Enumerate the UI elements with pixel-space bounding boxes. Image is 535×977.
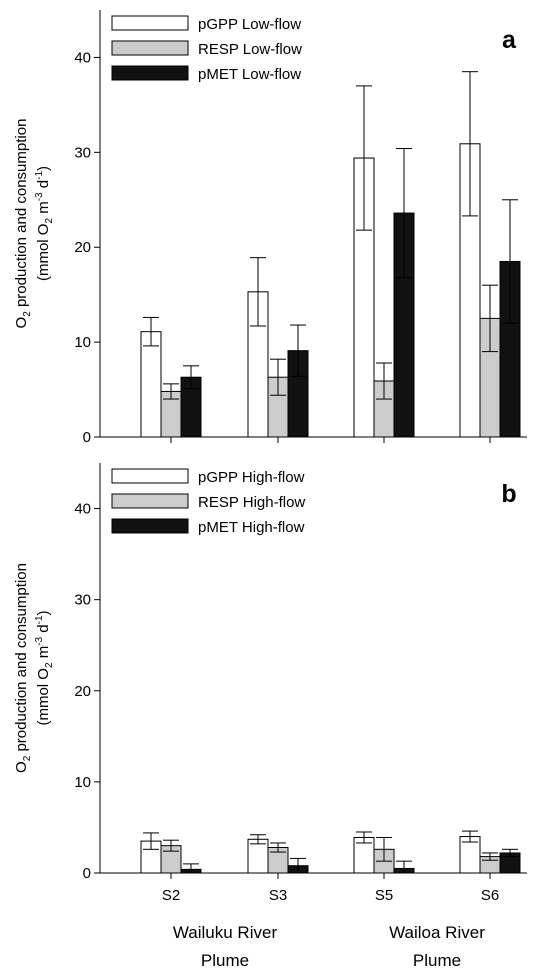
y-tick-label: 40	[74, 49, 91, 66]
legend-swatch	[111, 518, 189, 534]
group-label-line1: Wailuku River	[173, 923, 278, 942]
y-tick-label: 0	[83, 429, 91, 446]
group-label-line2: Plume	[413, 951, 461, 970]
legend-label: pGPP Low-flow	[198, 16, 301, 33]
x-tick-label: S3	[269, 887, 287, 904]
x-tick-label: S5	[375, 887, 393, 904]
bar	[247, 838, 269, 874]
y-axis-unit-label: (mmol O2 m-3 d-1)	[34, 610, 55, 725]
legend-label: pGPP High-flow	[198, 469, 305, 486]
y-tick-label: 0	[83, 865, 91, 882]
legend-label: RESP High-flow	[198, 494, 305, 511]
y-axis-unit-label: (mmol O2 m-3 d-1)	[34, 166, 55, 281]
y-axis-label: O2 production and consumption	[13, 563, 33, 773]
x-tick-label: S2	[162, 887, 180, 904]
x-tick-label: S6	[481, 887, 499, 904]
group-label-line1: Wailoa River	[389, 923, 485, 942]
panel-label: a	[502, 26, 517, 54]
legend-swatch	[111, 15, 189, 31]
panel-label: b	[501, 480, 516, 508]
legend-label: pMET High-flow	[198, 519, 305, 536]
panel-b: 0 10 20 30 40 pGPP High-flow RESP High-flow pME…	[13, 463, 527, 882]
legend-label: RESP Low-flow	[198, 41, 302, 58]
y-tick-label: 40	[74, 501, 91, 518]
legend-swatch	[111, 493, 189, 509]
y-tick-label: 20	[74, 683, 91, 700]
y-tick-label: 10	[74, 774, 91, 791]
legend-swatch	[111, 40, 189, 56]
panel-a: 0 10 20 30 40 pGPP Low-flow RESP Low-flow pMET …	[13, 10, 527, 446]
group-label-line2: Plume	[201, 951, 249, 970]
legend-swatch	[111, 65, 189, 81]
legend-label: pMET Low-flow	[198, 66, 301, 83]
y-tick-label: 30	[74, 592, 91, 609]
y-tick-label: 10	[74, 334, 91, 351]
legend-swatch	[111, 468, 189, 484]
bar	[140, 331, 162, 438]
y-tick-label: 20	[74, 239, 91, 256]
x-axis-labels: S2 S3 S5 S6 Wailuku River Plume Wailoa River Pl…	[162, 887, 499, 970]
y-axis-label: O2 production and consumption	[13, 119, 33, 329]
y-tick-label: 30	[74, 144, 91, 161]
